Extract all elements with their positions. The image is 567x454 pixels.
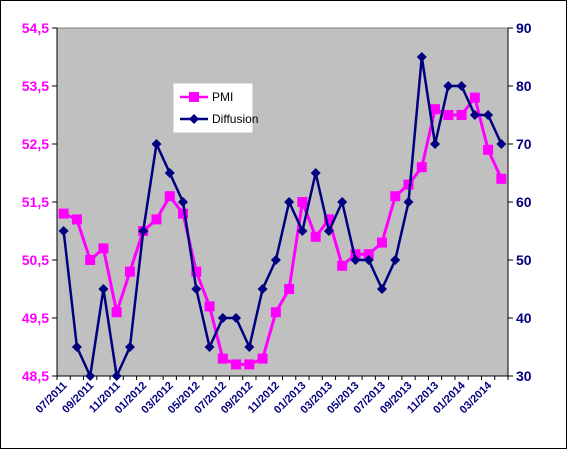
pmi-point	[178, 208, 189, 219]
left-tick-label: 49,5	[22, 310, 49, 326]
left-tick-label: 53,5	[22, 78, 49, 94]
legend-pmi-marker	[189, 92, 199, 102]
pmi-point	[111, 307, 122, 318]
pmi-point	[151, 214, 162, 225]
diffusion-point	[496, 139, 507, 149]
diffusion-point	[363, 255, 374, 265]
legend-diffusion-label: Diffusion	[212, 112, 258, 126]
pmi-point	[231, 359, 242, 370]
diffusion-point	[456, 81, 467, 91]
pmi-point	[469, 92, 480, 103]
diffusion-point	[58, 226, 69, 236]
pmi-point	[403, 179, 414, 190]
right-tick-label: 80	[516, 78, 532, 94]
legend-box	[173, 83, 253, 133]
diffusion-point	[270, 255, 281, 265]
pmi-point	[443, 110, 454, 120]
pmi-point	[270, 307, 281, 318]
diffusion-point	[337, 197, 348, 207]
diffusion-point	[483, 110, 494, 120]
pmi-point	[430, 104, 441, 115]
diffusion-point	[350, 255, 361, 265]
diffusion-point	[297, 226, 308, 236]
diffusion-point	[443, 81, 454, 91]
pmi-point	[496, 173, 507, 184]
diffusion-point	[231, 313, 242, 323]
right-tick-label: 40	[516, 310, 532, 326]
pmi-point	[124, 266, 135, 277]
legend-pmi-label: PMI	[212, 90, 233, 104]
diffusion-point	[469, 110, 480, 120]
diffusion-point	[416, 52, 427, 62]
pmi-point	[416, 162, 427, 173]
legend-diffusion-marker	[189, 114, 199, 124]
diffusion-point	[178, 197, 189, 207]
diffusion-point	[430, 139, 441, 149]
diffusion-point	[151, 139, 162, 149]
pmi-point	[350, 249, 361, 260]
pmi-point	[257, 353, 268, 364]
right-tick-label: 60	[516, 194, 532, 210]
diffusion-point	[138, 226, 149, 236]
pmi-point	[483, 144, 494, 155]
left-tick-label: 50,5	[22, 252, 49, 268]
left-tick-label: 52,5	[22, 136, 49, 152]
pmi-point	[310, 231, 321, 242]
pmi-point	[456, 110, 467, 120]
pmi-point	[71, 214, 82, 225]
diffusion-point	[204, 342, 215, 352]
diffusion-point	[284, 197, 295, 207]
pmi-point	[217, 353, 228, 364]
pmi-point	[376, 237, 387, 248]
diffusion-point	[124, 342, 135, 352]
pmi-line	[63, 96, 503, 366]
diffusion-point	[403, 197, 414, 207]
left-tick-label: 48,5	[22, 368, 49, 384]
diffusion-point	[71, 342, 82, 352]
right-tick-label: 30	[516, 368, 532, 384]
right-tick-label: 70	[516, 136, 532, 152]
diffusion-point	[257, 284, 268, 294]
pmi-point	[98, 243, 109, 254]
pmi-point	[164, 191, 175, 202]
diffusion-point	[85, 371, 96, 381]
diffusion-point	[244, 342, 255, 352]
pmi-point	[244, 359, 255, 370]
diffusion-point	[323, 226, 334, 236]
pmi-point	[191, 266, 202, 277]
diffusion-point	[217, 313, 228, 323]
pmi-point	[85, 255, 96, 265]
diffusion-point	[390, 255, 401, 265]
pmi-point	[337, 260, 348, 271]
pmi-point	[284, 284, 295, 294]
right-tick-label: 50	[516, 252, 532, 268]
pmi-point	[204, 301, 215, 312]
pmi-point	[58, 208, 69, 219]
right-tick-label: 90	[516, 20, 532, 36]
pmi-point	[390, 191, 401, 202]
diffusion-line	[62, 55, 503, 378]
plot-area	[56, 27, 509, 377]
pmi-point	[323, 214, 334, 225]
diffusion-point	[98, 284, 109, 294]
left-tick-label: 51,5	[22, 194, 49, 210]
pmi-point	[297, 197, 308, 207]
diffusion-point	[376, 284, 387, 294]
diffusion-point	[191, 284, 202, 294]
diffusion-point	[164, 168, 175, 178]
left-tick-label: 54,5	[22, 20, 49, 36]
diffusion-point	[111, 371, 122, 381]
diffusion-point	[310, 168, 321, 178]
pmi-point	[363, 249, 374, 260]
